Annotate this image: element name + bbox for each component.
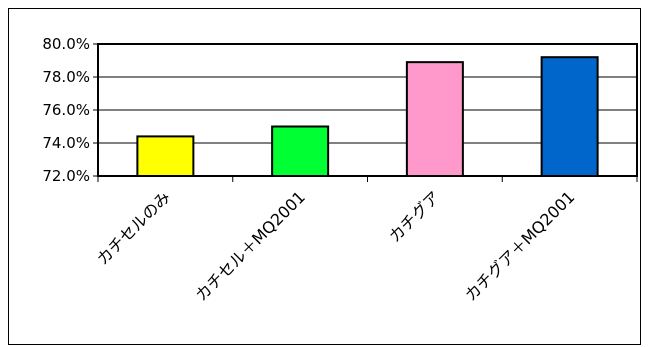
bar-4 xyxy=(540,56,599,178)
category-label: カチグア xyxy=(385,187,444,246)
x-axis-ticks: カチセルのみ カチセル＋MQ2001 カチグア カチグア＋MQ2001 xyxy=(93,176,638,305)
y-tick-label: 80.0% xyxy=(42,35,90,53)
y-tick-label: 76.0% xyxy=(42,101,90,119)
y-tick-label: 72.0% xyxy=(42,167,90,185)
bar-1 xyxy=(136,135,195,177)
category-label: カチセル＋MQ2001 xyxy=(191,187,308,304)
y-axis-ticks: 72.0% 74.0% 76.0% 78.0% 80.0% xyxy=(42,35,98,185)
bar-2 xyxy=(271,125,330,177)
category-label: カチセルのみ xyxy=(93,187,174,268)
bars xyxy=(136,56,599,178)
category-label: カチグア＋MQ2001 xyxy=(461,187,578,304)
bar-3 xyxy=(405,61,464,177)
y-tick-label: 78.0% xyxy=(42,68,90,86)
y-tick-label: 74.0% xyxy=(42,134,90,152)
